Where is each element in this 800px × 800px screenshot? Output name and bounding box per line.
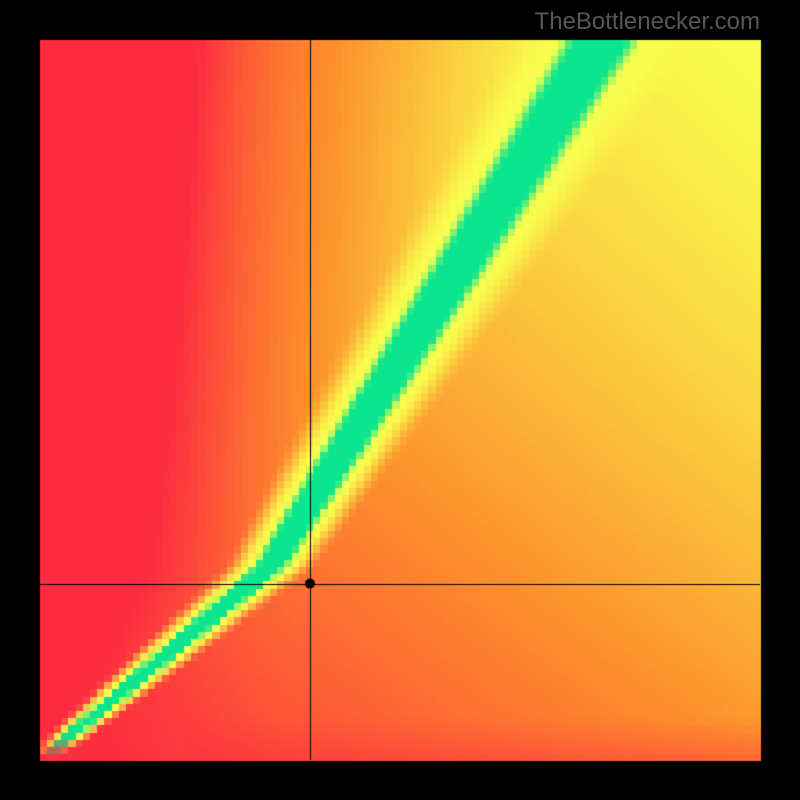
chart-container: TheBottlenecker.com [0,0,800,800]
heatmap-canvas [0,0,800,800]
watermark-text: TheBottlenecker.com [535,8,760,36]
